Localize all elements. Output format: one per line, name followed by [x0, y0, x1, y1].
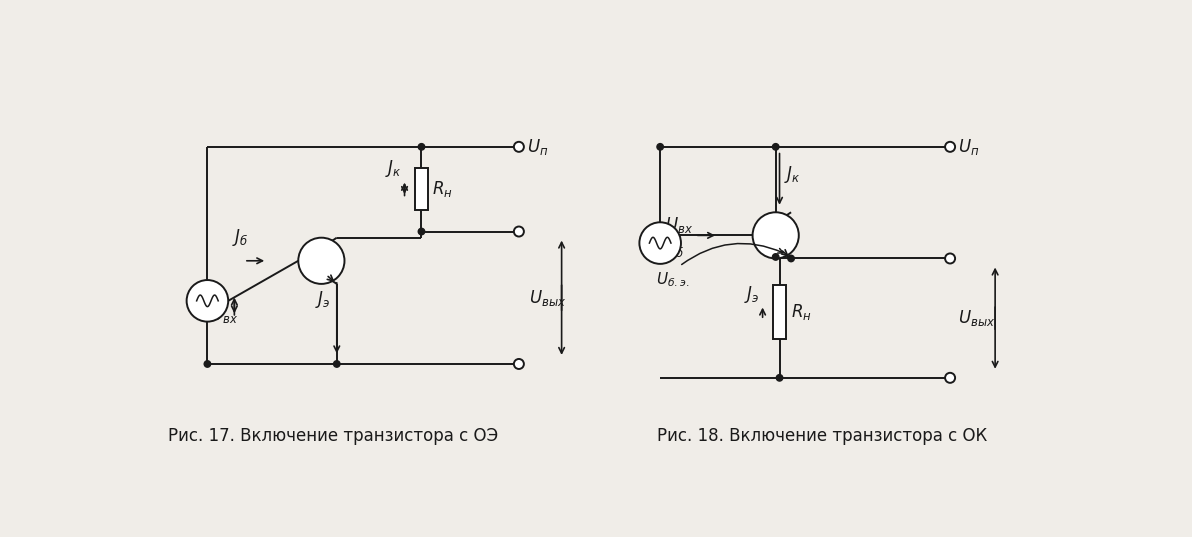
Circle shape [514, 359, 524, 369]
Bar [774, 286, 786, 339]
Text: $J_б$: $J_б$ [232, 228, 248, 249]
Circle shape [514, 142, 524, 152]
Circle shape [298, 238, 344, 284]
Circle shape [639, 222, 681, 264]
Text: $R_н$: $R_н$ [433, 179, 453, 199]
Text: $U_п$: $U_п$ [527, 137, 548, 157]
Circle shape [772, 253, 778, 260]
Text: $U_{вх}$: $U_{вх}$ [665, 215, 693, 235]
Text: $U_{вх}$: $U_{вх}$ [210, 304, 237, 325]
Text: $R_н$: $R_н$ [791, 302, 812, 322]
Circle shape [752, 212, 799, 258]
Text: $J_б$: $J_б$ [668, 239, 684, 260]
Text: $J_к$: $J_к$ [784, 164, 801, 185]
Circle shape [187, 280, 228, 322]
Circle shape [418, 228, 424, 235]
Circle shape [945, 253, 955, 264]
Text: $U_{б.э.}$: $U_{б.э.}$ [657, 270, 690, 289]
Text: $J_к$: $J_к$ [385, 158, 402, 179]
Circle shape [776, 375, 783, 381]
Circle shape [772, 143, 778, 150]
Circle shape [204, 361, 211, 367]
Text: Рис. 18. Включение транзистора с ОК: Рис. 18. Включение транзистора с ОК [657, 426, 987, 445]
Circle shape [945, 142, 955, 152]
Circle shape [788, 255, 794, 262]
Circle shape [945, 373, 955, 383]
Text: Рис. 17. Включение транзистора с ОЭ: Рис. 17. Включение транзистора с ОЭ [168, 426, 498, 445]
Circle shape [334, 361, 340, 367]
Circle shape [657, 143, 664, 150]
Bar [415, 168, 428, 211]
Text: $U_{вых}$: $U_{вых}$ [529, 288, 566, 308]
Text: $J_э$: $J_э$ [744, 284, 759, 304]
Circle shape [514, 227, 524, 236]
Text: $U_п$: $U_п$ [958, 137, 980, 157]
Text: $U_{вых}$: $U_{вых}$ [958, 308, 995, 328]
Text: $J_э$: $J_э$ [315, 289, 330, 310]
Circle shape [418, 143, 424, 150]
